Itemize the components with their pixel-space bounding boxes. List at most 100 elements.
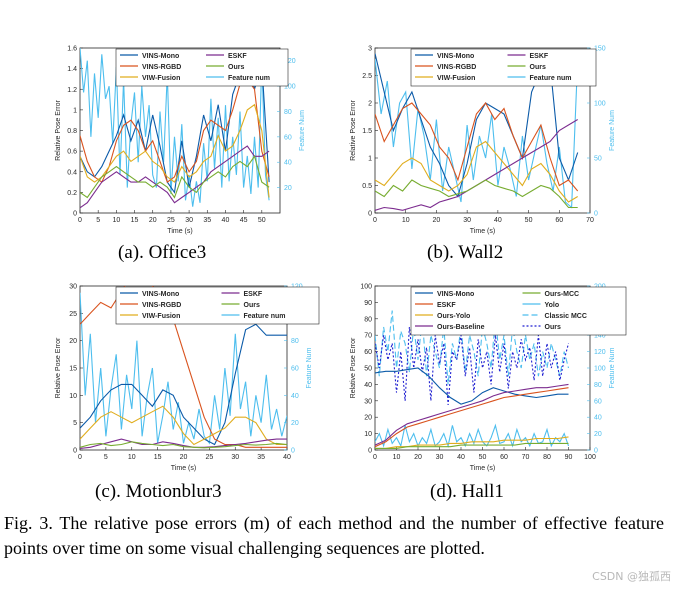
legend-entry: Classic MCC <box>545 313 587 320</box>
y-tick-label: 0 <box>73 211 77 218</box>
series-line-viw-fusion <box>80 103 270 198</box>
series-line-viw-fusion <box>80 405 287 446</box>
figure-caption: Fig. 3. The relative pose errors (m) of … <box>4 513 664 558</box>
series-line-vins-mono <box>80 323 287 446</box>
y2-axis-label: Feature Num <box>609 347 616 388</box>
y-axis-label: Relative Pose Error <box>55 99 62 160</box>
series-line-viw-fusion <box>375 140 578 203</box>
series-line-vins-rgbd <box>80 78 270 183</box>
legend-entry: ESKF <box>244 291 263 298</box>
x-tick-label: 30 <box>436 454 444 461</box>
y2-tick-label: 100 <box>594 366 606 373</box>
legend-entry: VIW-Fusion <box>437 75 475 82</box>
legend-entry: ESKF <box>228 53 247 60</box>
y2-tick-label: 120 <box>284 58 296 65</box>
y2-tick-label: 40 <box>284 160 292 167</box>
series-line-eskf <box>80 438 287 449</box>
legend-entry: VINS-Mono <box>142 291 179 298</box>
y-tick-label: 1.6 <box>67 46 77 53</box>
y2-tick-label: 0 <box>291 448 295 455</box>
y-tick-label: 1.5 <box>362 128 372 135</box>
legend-entry: VINS-Mono <box>437 53 474 60</box>
y-tick-label: 15 <box>69 366 77 373</box>
x-tick-label: 15 <box>131 217 139 224</box>
y-tick-label: 80 <box>364 316 372 323</box>
y-tick-label: 5 <box>73 420 77 427</box>
legend-entry: Feature num <box>530 75 572 82</box>
legend-entry: VIW-Fusion <box>142 313 180 320</box>
series-line-eskf <box>375 387 569 448</box>
x-tick-label: 100 <box>584 454 596 461</box>
y-tick-label: 20 <box>69 338 77 345</box>
legend-entry: Ours-Baseline <box>437 324 485 331</box>
x-tick-label: 50 <box>479 454 487 461</box>
y2-tick-label: 40 <box>594 415 602 422</box>
y2-tick-label: 120 <box>594 349 606 356</box>
x-tick-label: 60 <box>500 454 508 461</box>
x-tick-label: 0 <box>373 217 377 224</box>
y-axis-label: Relative Pose Error <box>350 337 357 398</box>
legend-entry: VINS-Mono <box>437 291 474 298</box>
x-tick-label: 30 <box>231 454 239 461</box>
y2-tick-label: 20 <box>594 431 602 438</box>
y2-axis-label: Feature Num <box>299 110 306 151</box>
legend-entry: ESKF <box>437 302 456 309</box>
x-tick-label: 50 <box>258 217 266 224</box>
legend-entry: Ours-MCC <box>545 291 580 298</box>
y-tick-label: 1 <box>73 107 77 114</box>
series-line-ours <box>80 441 287 449</box>
series-line-feature-num <box>375 58 579 209</box>
y-tick-label: 0.6 <box>67 149 77 156</box>
x-tick-label: 30 <box>463 217 471 224</box>
legend-entry: Ours <box>545 324 561 331</box>
x-tick-label: 80 <box>543 454 551 461</box>
y2-tick-label: 20 <box>284 185 292 192</box>
x-tick-label: 25 <box>205 454 213 461</box>
figure-canvas: 0 5 10 15 20 25 30 35 40 45 5000.20.40.60.811.21.4… <box>55 46 627 472</box>
legend-entry: Ours <box>244 302 260 309</box>
y-tick-label: 20 <box>364 415 372 422</box>
y-tick-label: 90 <box>364 300 372 307</box>
y2-axis-label: Feature Num <box>306 347 313 388</box>
y2-tick-label: 60 <box>594 398 602 405</box>
series-line-ours-baseline <box>375 383 569 446</box>
watermark-text: CSDN @独孤西 <box>592 570 671 583</box>
y-tick-label: 100 <box>360 284 372 291</box>
y2-tick-label: 60 <box>284 134 292 141</box>
y-tick-label: 1.4 <box>67 66 77 73</box>
y2-tick-label: 100 <box>284 84 296 91</box>
x-tick-label: 15 <box>154 454 162 461</box>
subcaption-b: (b). Wall2 <box>427 242 504 263</box>
y-tick-label: 1.2 <box>67 87 77 94</box>
y-tick-label: 10 <box>69 393 77 400</box>
y-tick-label: 30 <box>364 398 372 405</box>
x-tick-label: 30 <box>185 217 193 224</box>
x-axis-label: Time (s) <box>470 228 495 235</box>
series-line-vins-mono <box>375 367 569 405</box>
x-tick-label: 0 <box>78 454 82 461</box>
series-line-vins-rgbd <box>375 102 579 192</box>
x-axis-label: Time (s) <box>167 228 192 235</box>
series-line-ours <box>375 179 578 209</box>
x-tick-label: 5 <box>96 217 100 224</box>
y2-tick-label: 80 <box>291 338 299 345</box>
x-tick-label: 50 <box>525 217 533 224</box>
chart-panel-1: 0 10 20 30 40 50 60 7000.511.522.53050100150Tim… <box>350 46 616 236</box>
x-tick-label: 35 <box>203 217 211 224</box>
y-tick-label: 3 <box>368 46 372 53</box>
y-tick-label: 0 <box>368 211 372 218</box>
y-tick-label: 70 <box>364 333 372 340</box>
y-tick-label: 30 <box>69 284 77 291</box>
series-line-feature-num <box>80 292 287 445</box>
legend-entry: Feature num <box>244 313 286 320</box>
y-tick-label: 0.2 <box>67 190 77 197</box>
x-tick-label: 40 <box>222 217 230 224</box>
x-tick-label: 70 <box>522 454 530 461</box>
y2-tick-label: 140 <box>594 333 606 340</box>
series-line-ours <box>375 326 570 405</box>
legend-box <box>410 286 627 336</box>
legend-entry: ESKF <box>530 53 549 60</box>
x-tick-label: 35 <box>257 454 265 461</box>
y-tick-label: 0.4 <box>67 169 77 176</box>
legend-entry: Feature num <box>228 75 270 82</box>
